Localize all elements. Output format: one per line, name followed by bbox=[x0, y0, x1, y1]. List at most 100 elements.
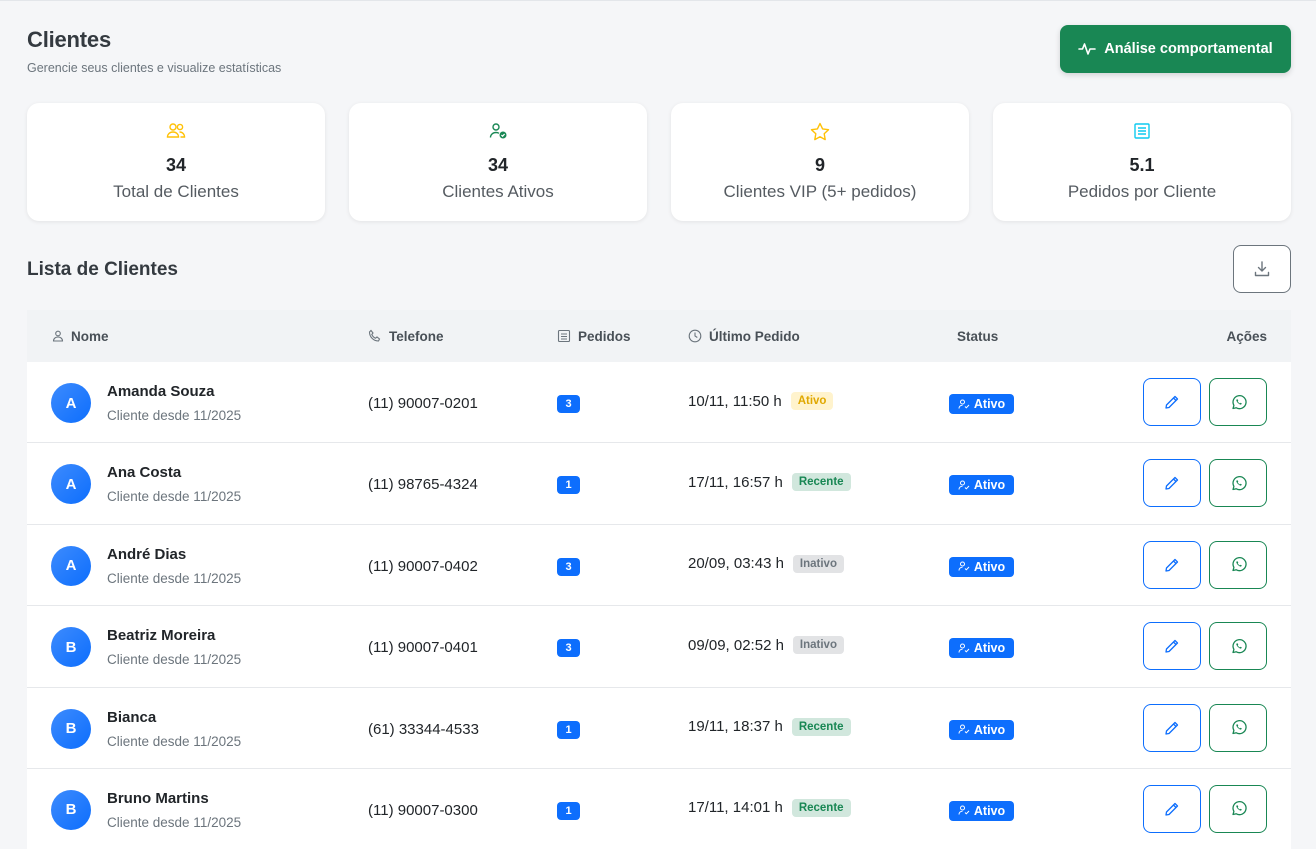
status-badge: Ativo bbox=[949, 475, 1014, 496]
client-since: Cliente desde 11/2025 bbox=[107, 814, 242, 830]
edit-button[interactable] bbox=[1143, 703, 1201, 752]
last-order: 20/09, 03:43 h Inativo bbox=[688, 554, 844, 573]
last-order-date: 20/09, 03:43 h bbox=[688, 555, 784, 573]
activity-icon bbox=[1078, 43, 1097, 55]
whatsapp-icon bbox=[1231, 557, 1247, 572]
whatsapp-button[interactable] bbox=[1209, 784, 1267, 833]
user-check-icon bbox=[958, 561, 970, 571]
orders-count-badge: 3 bbox=[557, 395, 580, 413]
whatsapp-icon bbox=[1231, 394, 1247, 409]
edit-button[interactable] bbox=[1143, 784, 1201, 833]
download-icon bbox=[1254, 261, 1270, 277]
activity-badge: Recente bbox=[791, 473, 851, 492]
client-since: Cliente desde 11/2025 bbox=[107, 733, 242, 749]
orders-count-badge: 3 bbox=[557, 639, 580, 658]
edit-button[interactable] bbox=[1143, 540, 1201, 589]
client-phone: (11) 90007-0401 bbox=[368, 639, 478, 657]
avatar: B bbox=[51, 627, 91, 668]
last-order: 17/11, 16:57 h Recente bbox=[688, 473, 851, 492]
stat-label: Pedidos por Cliente bbox=[1067, 182, 1217, 201]
last-order-date: 17/11, 16:57 h bbox=[688, 473, 783, 491]
edit-button[interactable] bbox=[1143, 378, 1201, 426]
client-since: Cliente desde 11/2025 bbox=[107, 408, 242, 423]
whatsapp-icon bbox=[1231, 801, 1247, 816]
client-phone: (61) 33344-4533 bbox=[368, 720, 479, 738]
whatsapp-icon bbox=[1231, 720, 1247, 735]
stat-value: 5.1 bbox=[1129, 155, 1155, 175]
client-name[interactable]: Beatriz Moreira bbox=[107, 627, 216, 645]
client-since: Cliente desde 11/2025 bbox=[107, 489, 242, 505]
status-badge: Ativo bbox=[949, 800, 1014, 821]
client-name[interactable]: Amanda Souza bbox=[107, 383, 215, 400]
client-phone: (11) 98765-4324 bbox=[368, 476, 478, 494]
last-order-date: 09/09, 02:52 h bbox=[688, 636, 784, 654]
edit-button[interactable] bbox=[1143, 459, 1201, 508]
table-row: B Beatriz Moreira Cliente desde 11/2025 … bbox=[27, 606, 1291, 688]
last-order-date: 17/11, 14:01 h bbox=[688, 799, 783, 817]
pencil-icon bbox=[1165, 558, 1179, 572]
last-order: 10/11, 11:50 h Ativo bbox=[688, 392, 834, 410]
status-badge: Ativo bbox=[949, 638, 1014, 659]
status-badge: Ativo bbox=[949, 556, 1014, 577]
whatsapp-button[interactable] bbox=[1209, 540, 1267, 589]
client-list-title: Lista de Clientes bbox=[27, 259, 178, 280]
edit-button[interactable] bbox=[1143, 622, 1201, 671]
stat-value: 9 bbox=[814, 155, 825, 175]
whatsapp-button[interactable] bbox=[1209, 703, 1267, 752]
client-name[interactable]: Ana Costa bbox=[107, 464, 182, 482]
column-header-name[interactable]: Nome bbox=[52, 310, 109, 362]
receipt-icon bbox=[557, 329, 571, 343]
user-check-icon bbox=[958, 399, 970, 409]
pencil-icon bbox=[1165, 477, 1179, 491]
stat-label: Clientes Ativos bbox=[442, 182, 554, 201]
table-body: A Amanda Souza Cliente desde 11/2025 (11… bbox=[27, 362, 1291, 849]
pencil-icon bbox=[1165, 640, 1179, 653]
page-header: Clientes Gerencie seus clientes e visual… bbox=[27, 25, 1291, 77]
stat-card-total-clients: 34 Total de Clientes bbox=[27, 103, 325, 221]
client-name[interactable]: Bianca bbox=[107, 708, 157, 726]
stat-card-active-clients: 34 Clientes Ativos bbox=[349, 103, 647, 221]
last-order: 09/09, 02:52 h Inativo bbox=[688, 636, 844, 655]
column-header-status[interactable]: Status bbox=[957, 328, 999, 344]
behavior-analysis-button[interactable]: Análise comportamental bbox=[1060, 25, 1291, 73]
column-header-phone[interactable]: Telefone bbox=[368, 310, 444, 362]
client-phone: (11) 90007-0300 bbox=[368, 801, 478, 819]
table-header: Nome Telefone Pedidos Último Pedido Stat… bbox=[27, 310, 1291, 362]
user-check-icon bbox=[958, 724, 970, 734]
behavior-analysis-label: Análise comportamental bbox=[1104, 41, 1273, 57]
last-order: 19/11, 18:37 h Recente bbox=[688, 717, 851, 736]
client-phone: (11) 90007-0402 bbox=[368, 557, 478, 575]
avatar: A bbox=[51, 383, 91, 423]
activity-badge: Inativo bbox=[792, 554, 844, 573]
stat-value: 34 bbox=[165, 155, 187, 175]
orders-count-badge: 1 bbox=[557, 801, 580, 820]
client-name[interactable]: André Dias bbox=[107, 545, 187, 563]
table-row: A Ana Costa Cliente desde 11/2025 (11) 9… bbox=[27, 443, 1291, 525]
client-phone: (11) 90007-0201 bbox=[368, 395, 478, 412]
column-header-actions: Ações bbox=[1226, 328, 1267, 344]
orders-count-badge: 3 bbox=[557, 557, 580, 576]
last-order-date: 10/11, 11:50 h bbox=[688, 392, 782, 410]
whatsapp-button[interactable] bbox=[1209, 622, 1267, 671]
download-button[interactable] bbox=[1233, 245, 1291, 293]
whatsapp-icon bbox=[1231, 638, 1247, 653]
page-subtitle: Gerencie seus clientes e visualize estat… bbox=[27, 61, 282, 75]
activity-badge: Inativo bbox=[792, 636, 844, 655]
column-header-last-order[interactable]: Último Pedido bbox=[688, 310, 800, 362]
activity-badge: Recente bbox=[791, 717, 851, 736]
pencil-icon bbox=[1165, 721, 1179, 735]
stat-card-vip-clients: 9 Clientes VIP (5+ pedidos) bbox=[671, 103, 969, 221]
whatsapp-button[interactable] bbox=[1209, 378, 1267, 426]
client-name[interactable]: Bruno Martins bbox=[107, 789, 209, 807]
last-order-date: 19/11, 18:37 h bbox=[688, 718, 783, 736]
pencil-icon bbox=[1165, 395, 1179, 409]
activity-badge: Ativo bbox=[790, 392, 834, 410]
avatar: A bbox=[51, 464, 91, 505]
person-icon bbox=[52, 330, 64, 342]
client-since: Cliente desde 11/2025 bbox=[107, 652, 242, 668]
whatsapp-button[interactable] bbox=[1209, 459, 1267, 508]
star-icon bbox=[810, 122, 830, 141]
stat-value: 34 bbox=[487, 155, 509, 175]
column-header-orders[interactable]: Pedidos bbox=[557, 310, 631, 362]
client-since: Cliente desde 11/2025 bbox=[107, 570, 242, 586]
